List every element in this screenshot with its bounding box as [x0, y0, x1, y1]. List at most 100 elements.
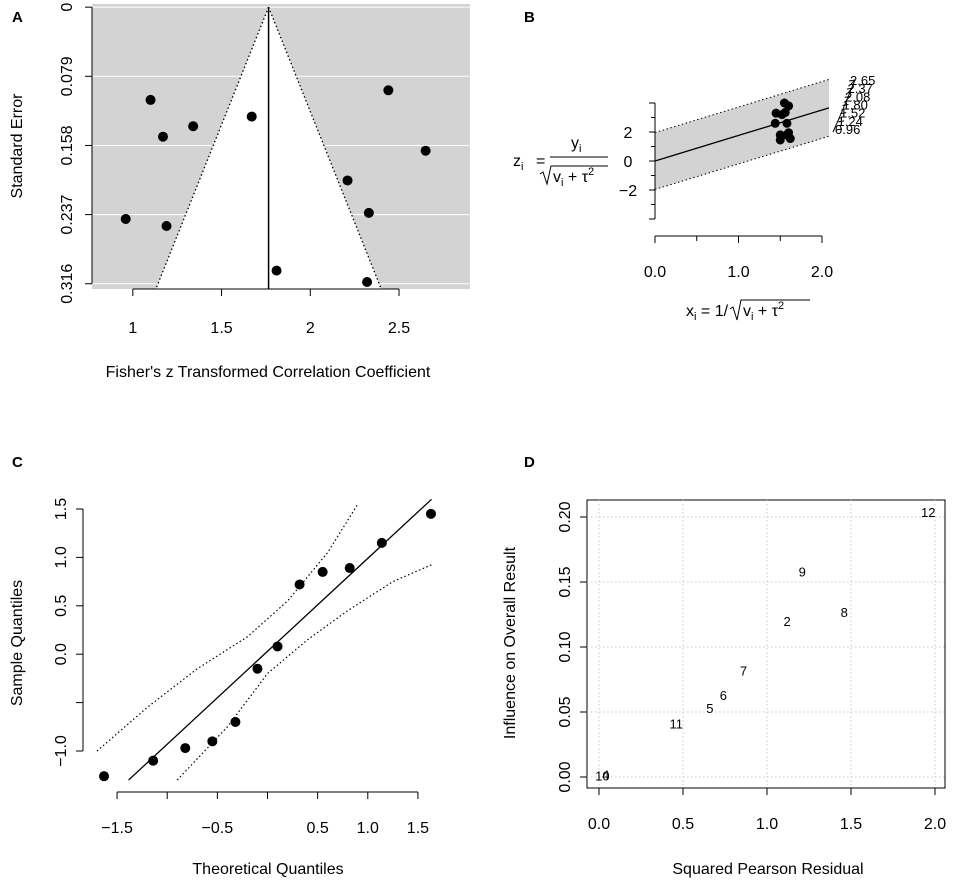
influence-x-axis-title: Squared Pearson Residual	[672, 861, 863, 878]
influence-y-tick-label: 0.00	[557, 761, 574, 792]
radial-arc-tick	[848, 79, 856, 82]
radial-y-tick-label: −2	[619, 183, 637, 200]
funnel-point	[383, 85, 394, 96]
influence-point-label: 4	[602, 767, 609, 782]
radial-point	[785, 134, 795, 144]
radial-x-tick-label: 2.0	[811, 264, 833, 281]
radial-arc-label: 1.52	[840, 106, 865, 121]
radial-arc-label: 2.08	[845, 89, 870, 104]
qq-x-tick-label: −1.5	[101, 820, 133, 837]
funnel-region	[155, 6, 382, 290]
qq-envelope-upper	[96, 503, 359, 752]
radial-plot: 0.0 1.0 2.0−202 2.652.372.081.801.521.240.…	[513, 73, 875, 323]
radial-arc-tick	[838, 120, 845, 123]
funnel-x-tick-label: 1.5	[210, 320, 232, 337]
qq-y-tick-label: 0.5	[53, 595, 70, 617]
radial-arc-tick	[844, 95, 851, 98]
xlabel-sqrt-sign	[729, 299, 810, 321]
radial-arc-label: 2.37	[848, 81, 873, 96]
funnel-right-boundary	[267, 6, 382, 290]
funnel-point	[188, 121, 199, 132]
funnel-left-boundary	[155, 6, 270, 290]
qq-x-tick-label: 1.5	[407, 820, 429, 837]
qq-y-tick-label: −1.0	[53, 735, 70, 767]
funnel-point	[362, 276, 373, 287]
funnel-y-axis-title: Standard Error	[9, 93, 26, 199]
qq-point	[425, 508, 436, 519]
influence-point-label: 10	[595, 769, 609, 784]
funnel-y-tick-label: 0.079	[59, 56, 76, 96]
influence-x-tick-label: 0.0	[588, 816, 610, 833]
funnel-y-tick-label: 0.237	[59, 194, 76, 234]
radial-y-tick-label: 0	[624, 154, 633, 171]
funnel-point	[246, 111, 257, 122]
ylabel-lhs: zi	[513, 153, 523, 173]
funnel-point	[420, 145, 431, 156]
xlabel-lhs-x: x	[686, 303, 694, 320]
radial-point	[782, 118, 792, 128]
funnel-point	[271, 265, 282, 276]
influence-x-tick-label: 0.5	[672, 816, 694, 833]
qq-point	[252, 663, 263, 674]
radial-y-axis-title: zi = yi vi + τ2	[513, 135, 608, 189]
influence-axes: 0.0 0.5 1.0 1.5 2.0 0.00 0.05 0.10 0.15 0.20	[557, 501, 946, 833]
funnel-x-tick-label: 1	[128, 320, 137, 337]
influence-points: 12 9 8 2 765 11 410	[595, 505, 935, 784]
influence-gridlines	[586, 499, 946, 789]
ylabel-equals: =	[536, 153, 545, 170]
funnel-y-tick-label: 0	[59, 3, 76, 12]
qq-point	[344, 563, 355, 574]
qq-x-tick-label: 1.0	[357, 820, 379, 837]
panel-label-b: B	[524, 9, 535, 26]
influence-y-axis-title: Influence on Overall Result	[502, 546, 519, 739]
influence-point-label: 6	[720, 688, 727, 703]
funnel-point	[157, 131, 168, 142]
qq-envelope	[96, 503, 434, 781]
radial-arc-tick	[840, 112, 847, 115]
ylabel-num-y: y	[571, 135, 579, 152]
influence-x-tick-label: 2.0	[924, 816, 946, 833]
ylabel-num-sub: i	[579, 143, 581, 155]
ylabel-lhs-sub: i	[521, 161, 523, 173]
radial-arc-scale: 2.652.372.081.801.521.240.96	[832, 73, 875, 137]
ylabel-den-sub: i	[561, 177, 563, 189]
ylabel-den-sup: 2	[588, 166, 594, 178]
xlabel-lhs: xi = 1/	[686, 303, 729, 323]
funnel-x-tick-label: 2	[306, 320, 315, 337]
radial-arc-label: 0.96	[835, 122, 860, 137]
influence-plot-box	[586, 499, 946, 789]
radial-arc-label: 1.24	[838, 114, 863, 129]
influence-x-tick-label: 1.0	[756, 816, 778, 833]
radial-points	[770, 98, 795, 145]
qq-envelope-lower	[176, 563, 434, 781]
influence-point-label: 12	[921, 505, 935, 520]
funnel-point	[120, 213, 131, 224]
xlabel-lhs-sub: i	[694, 311, 696, 323]
qq-point	[317, 566, 328, 577]
qq-point	[272, 641, 283, 652]
funnel-point	[342, 175, 353, 186]
qq-y-tick-label: 1.0	[53, 546, 70, 568]
influence-point-label: 7	[740, 663, 747, 678]
radial-arc-tick	[842, 104, 849, 106]
ylabel-denominator: vi + τ2	[553, 166, 594, 189]
ylabel-numerator: yi	[571, 135, 581, 155]
qq-point	[294, 579, 305, 590]
funnel-axes: 1 1.5 2 2.5 0 0.079 0.158 0.237 0.316	[59, 3, 410, 337]
influence-y-tick-label: 0.10	[557, 631, 574, 662]
qq-x-tick-label: −0.5	[202, 820, 234, 837]
funnel-x-axis-title: Fisher's z Transformed Correlation Coeff…	[106, 364, 431, 381]
funnel-y-tick-label: 0.316	[59, 264, 76, 304]
qq-point	[207, 736, 218, 747]
xlabel-den-sub: i	[751, 311, 753, 323]
xlabel-denominator: vi + τ2	[743, 300, 784, 323]
funnel-points	[120, 85, 431, 287]
radial-line	[654, 107, 830, 162]
panel-label-d: D	[524, 454, 535, 471]
qq-point	[376, 537, 387, 548]
panel-label-c: C	[12, 454, 23, 471]
qq-x-axis-title: Theoretical Quantiles	[192, 861, 343, 878]
influence-y-tick-label: 0.15	[557, 566, 574, 597]
qq-y-tick-label: 0.0	[53, 643, 70, 665]
qq-x-tick-label: 0.5	[307, 820, 329, 837]
